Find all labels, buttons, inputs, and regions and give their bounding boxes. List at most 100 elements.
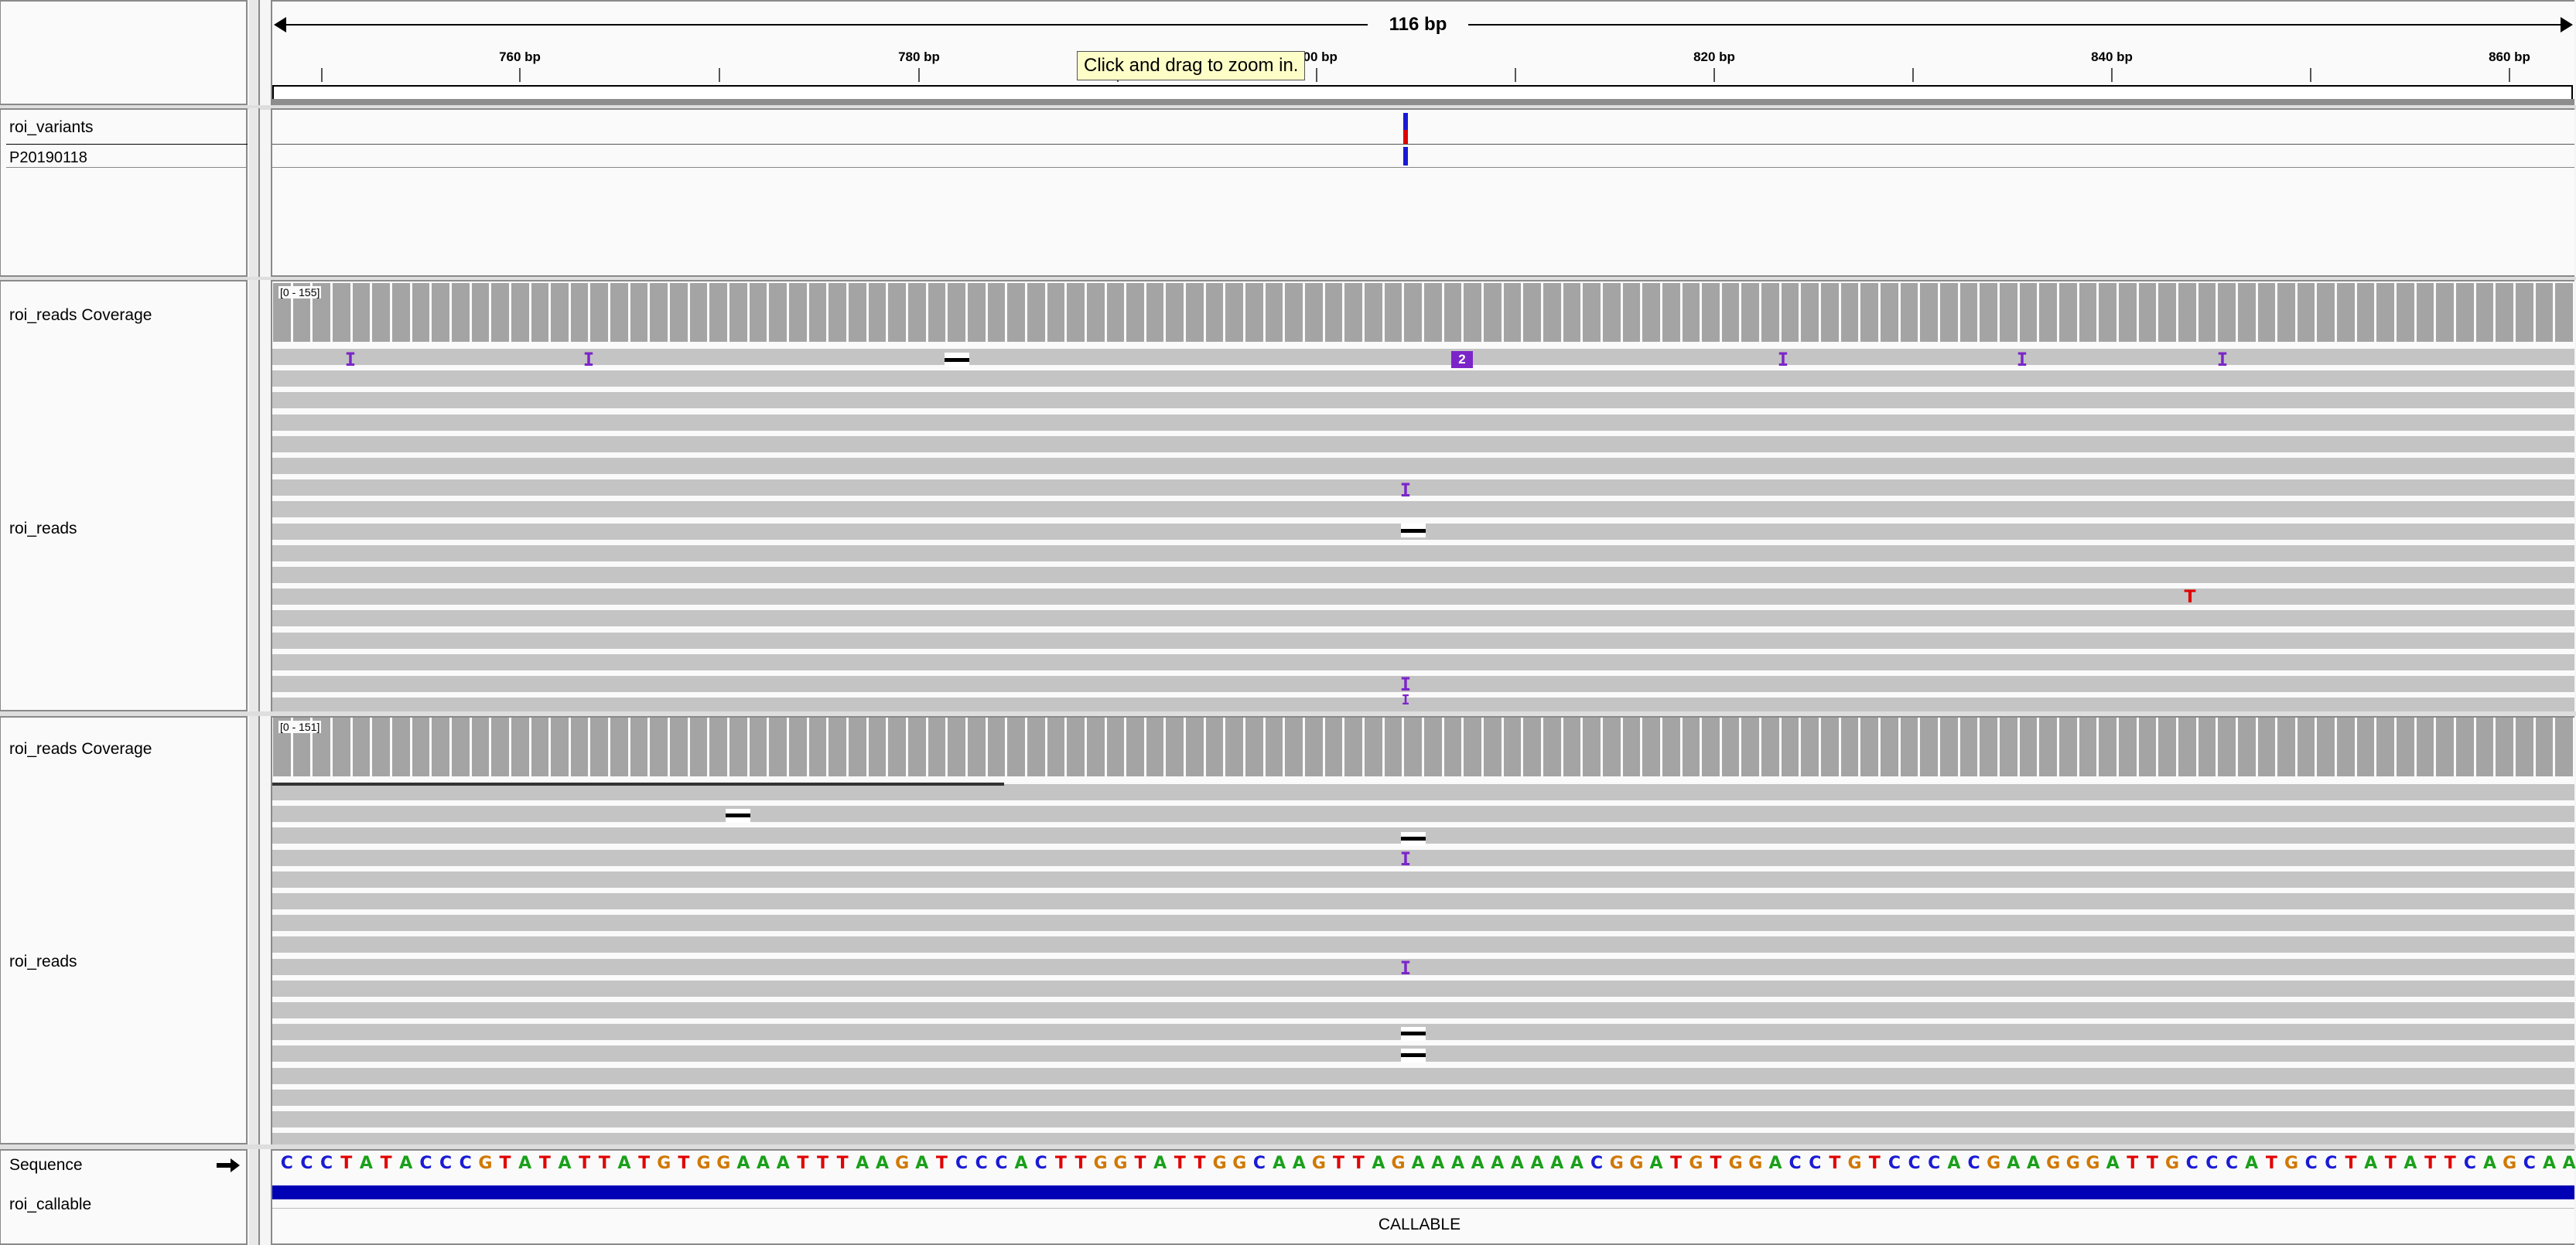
reference-base: T bbox=[598, 1154, 610, 1173]
reads-track-name-2[interactable]: roi_reads bbox=[9, 953, 77, 970]
read-row[interactable] bbox=[272, 849, 2574, 866]
coverage-track-name-1[interactable]: roi_reads Coverage bbox=[9, 306, 152, 324]
read-row[interactable] bbox=[272, 588, 2574, 605]
coverage-track-name-2[interactable]: roi_reads Coverage bbox=[9, 740, 152, 758]
coverage-bar bbox=[1464, 718, 1481, 776]
mismatch-base-t[interactable]: T bbox=[2184, 588, 2196, 607]
insertion-count-badge[interactable]: 2 bbox=[1451, 351, 1473, 368]
coverage-bar bbox=[1424, 283, 1442, 342]
deletion-marker[interactable] bbox=[945, 358, 969, 362]
reference-base: G bbox=[2065, 1154, 2080, 1173]
read-row[interactable] bbox=[272, 458, 2574, 474]
read-row[interactable] bbox=[272, 958, 2574, 975]
ruler-region-box[interactable] bbox=[272, 85, 2573, 101]
coverage-bar bbox=[2277, 718, 2295, 776]
read-row[interactable] bbox=[272, 632, 2574, 649]
read-row[interactable] bbox=[272, 610, 2574, 627]
read-row[interactable] bbox=[272, 806, 2574, 823]
insertion-marker[interactable]: I bbox=[1777, 349, 1789, 370]
coverage-bar bbox=[1741, 283, 1760, 342]
sequence-track-name[interactable]: Sequence bbox=[9, 1156, 83, 1174]
genotype-call-marker[interactable] bbox=[1403, 147, 1408, 165]
read-row[interactable] bbox=[272, 1002, 2574, 1018]
read-row[interactable] bbox=[272, 871, 2574, 888]
coverage-bar bbox=[1523, 283, 1541, 342]
coverage-bar bbox=[2475, 718, 2494, 776]
reads-track-name-1[interactable]: roi_reads bbox=[9, 520, 77, 537]
coverage-bar bbox=[372, 283, 390, 342]
reference-base: C bbox=[1789, 1154, 1802, 1173]
deletion-marker[interactable] bbox=[726, 814, 750, 817]
read-row[interactable] bbox=[272, 676, 2574, 692]
read-row[interactable] bbox=[272, 370, 2574, 387]
read-row[interactable] bbox=[272, 915, 2574, 932]
reference-base: A bbox=[1431, 1154, 1445, 1173]
coverage-bar bbox=[808, 718, 827, 776]
read-row[interactable] bbox=[272, 1111, 2574, 1127]
insertion-marker[interactable]: I bbox=[583, 349, 595, 370]
coverage-bar bbox=[1443, 283, 1462, 342]
read-row[interactable] bbox=[272, 414, 2574, 431]
read-row[interactable] bbox=[272, 698, 2574, 715]
coverage-bar bbox=[2257, 283, 2276, 342]
reference-base: A bbox=[1510, 1154, 1524, 1173]
read-row[interactable] bbox=[272, 936, 2574, 953]
coverage-bar bbox=[531, 283, 549, 342]
read-row[interactable] bbox=[272, 392, 2574, 409]
callable-track-name[interactable]: roi_callable bbox=[9, 1196, 92, 1213]
read-row[interactable] bbox=[272, 1067, 2574, 1084]
right-arrow-icon[interactable] bbox=[217, 1157, 240, 1174]
read-row[interactable] bbox=[272, 435, 2574, 452]
deletion-marker[interactable] bbox=[1401, 1032, 1426, 1035]
coverage-track-1[interactable] bbox=[272, 283, 2574, 342]
insertion-marker[interactable]: I bbox=[2016, 349, 2028, 370]
insertion-marker[interactable]: I bbox=[1399, 479, 1412, 501]
coverage-bar bbox=[1424, 718, 1442, 776]
insertion-marker[interactable]: I bbox=[2216, 349, 2229, 370]
insertion-marker[interactable]: I bbox=[344, 349, 357, 370]
reference-base: C bbox=[1928, 1154, 1941, 1173]
tick-mark bbox=[1713, 68, 1715, 82]
track-name-variants[interactable]: roi_variants bbox=[9, 118, 94, 136]
coverage-track-2[interactable] bbox=[272, 718, 2574, 776]
insertion-marker[interactable]: I bbox=[1399, 957, 1412, 979]
coverage-bar bbox=[2317, 718, 2335, 776]
read-row[interactable] bbox=[272, 501, 2574, 518]
deletion-marker[interactable] bbox=[1401, 837, 1426, 841]
read-row[interactable] bbox=[272, 653, 2574, 670]
read-row[interactable] bbox=[272, 980, 2574, 997]
callable-feature-bar[interactable] bbox=[272, 1185, 2574, 1199]
read-row[interactable] bbox=[272, 893, 2574, 909]
coverage-bar bbox=[1622, 283, 1641, 342]
insertion-marker[interactable]: I bbox=[1399, 674, 1412, 695]
coverage-bar bbox=[670, 283, 688, 342]
reference-base: A bbox=[2245, 1154, 2259, 1173]
span-left-arrow-icon bbox=[274, 17, 286, 32]
coverage-bar bbox=[1860, 283, 1879, 342]
insertion-marker[interactable]: I bbox=[1401, 692, 1410, 708]
deletion-marker[interactable] bbox=[1401, 529, 1426, 533]
read-row[interactable] bbox=[272, 784, 2574, 800]
reference-base: T bbox=[836, 1154, 849, 1173]
read-row[interactable] bbox=[272, 1089, 2574, 1106]
variants-data-panel[interactable] bbox=[271, 108, 2574, 277]
read-row[interactable] bbox=[272, 349, 2574, 365]
variant-marker-top[interactable] bbox=[1403, 113, 1408, 130]
coverage-bar bbox=[2000, 718, 2017, 776]
coverage-bar bbox=[1602, 718, 1621, 776]
coverage-bar bbox=[1225, 718, 1244, 776]
coverage-bar bbox=[1027, 283, 1045, 342]
read-row[interactable] bbox=[272, 479, 2574, 496]
deletion-marker[interactable] bbox=[1401, 1053, 1426, 1057]
coverage-bar bbox=[610, 718, 628, 776]
sample-name[interactable]: P20190118 bbox=[9, 149, 87, 166]
ruler-gutter bbox=[249, 0, 260, 105]
coverage-bar bbox=[2039, 283, 2057, 342]
insertion-marker[interactable]: I bbox=[1399, 848, 1412, 870]
reference-base: A bbox=[1450, 1154, 1464, 1173]
read-row[interactable] bbox=[272, 544, 2574, 561]
coverage-bar bbox=[432, 283, 449, 342]
read-row[interactable] bbox=[272, 567, 2574, 583]
coverage-bar bbox=[2436, 718, 2455, 776]
coverage-bar bbox=[391, 283, 410, 342]
